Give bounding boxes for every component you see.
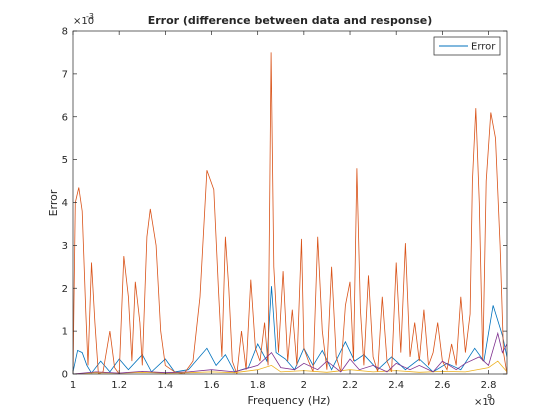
x-axis-label: Frequency (Hz) <box>248 394 331 407</box>
x-exponent-label: ×10 9 <box>474 393 495 408</box>
x-tick-label: 1.8 <box>250 380 266 391</box>
y-axis-label: Error <box>47 189 60 216</box>
svg-text:9: 9 <box>487 393 492 402</box>
legend-label-error: Error <box>471 42 496 53</box>
y-tick-label: 8 <box>62 27 68 38</box>
svg-text:×10: ×10 <box>474 397 495 408</box>
x-tick-label: 2.2 <box>342 380 358 391</box>
x-tick-label: 2.4 <box>388 380 404 391</box>
legend: Error <box>433 36 501 56</box>
x-tick-label: 1.6 <box>204 380 220 391</box>
x-tick-label: 1 <box>70 380 76 391</box>
svg-text:×10: ×10 <box>73 16 94 27</box>
y-tick-label: 1 <box>62 327 68 338</box>
x-tick-label: 2.8 <box>481 380 497 391</box>
x-tick-label: 2.6 <box>434 380 450 391</box>
x-tick-label: 2 <box>301 380 307 391</box>
series-line-3 <box>73 360 507 374</box>
y-tick-label: 3 <box>62 241 68 252</box>
y-tick-label: 7 <box>62 69 68 80</box>
series-line-1 <box>73 286 507 374</box>
chart-title: Error (difference between data and respo… <box>148 14 433 27</box>
x-tick-label: 1.2 <box>111 380 127 391</box>
series-line-2 <box>73 52 507 374</box>
svg-text:-3: -3 <box>86 12 94 21</box>
x-tick-label: 1.4 <box>157 380 173 391</box>
y-tick-label: 5 <box>62 155 68 166</box>
y-tick-label: 2 <box>62 284 68 295</box>
y-tick-label: 6 <box>62 112 68 123</box>
y-tick-label: 0 <box>62 370 68 381</box>
series-line-4 <box>73 331 507 374</box>
y-tick-label: 4 <box>62 198 68 209</box>
y-exponent-label: ×10 -3 <box>73 12 94 27</box>
